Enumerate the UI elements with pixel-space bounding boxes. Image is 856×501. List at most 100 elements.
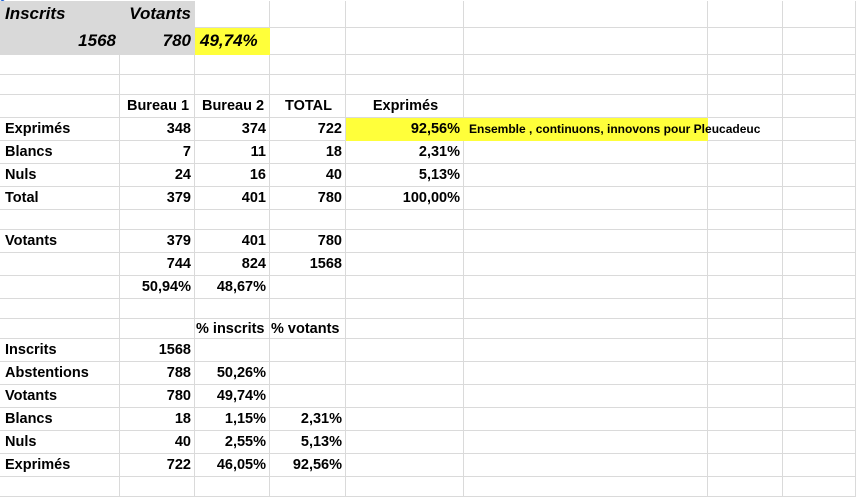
cell[interactable] xyxy=(195,339,270,362)
cell[interactable] xyxy=(708,454,783,477)
cell[interactable]: 92,56% xyxy=(346,118,464,141)
cell[interactable] xyxy=(783,55,856,75)
cell[interactable]: 401 xyxy=(195,187,270,210)
cell[interactable] xyxy=(346,210,464,230)
cell[interactable]: 1568 xyxy=(0,28,120,55)
cell[interactable] xyxy=(708,95,783,118)
cell[interactable] xyxy=(464,210,708,230)
cell[interactable] xyxy=(783,75,856,95)
cell[interactable] xyxy=(195,299,270,319)
cell[interactable] xyxy=(708,319,783,339)
cell[interactable] xyxy=(783,118,856,141)
cell[interactable]: Exprimés xyxy=(0,118,120,141)
cell[interactable] xyxy=(464,319,708,339)
cell[interactable] xyxy=(783,339,856,362)
cell[interactable]: Ensemble , continuons, innovons pour Ple… xyxy=(464,118,760,141)
cell[interactable] xyxy=(0,299,120,319)
cell[interactable] xyxy=(783,454,856,477)
cell[interactable]: % inscrits xyxy=(195,319,270,339)
cell[interactable]: 18 xyxy=(120,408,195,431)
cell[interactable]: 780 xyxy=(120,28,195,55)
cell[interactable] xyxy=(120,55,195,75)
cell[interactable] xyxy=(270,339,346,362)
cell[interactable] xyxy=(120,75,195,95)
cell[interactable] xyxy=(708,253,783,276)
cell[interactable] xyxy=(346,253,464,276)
cell[interactable]: Bureau 2 xyxy=(195,95,270,118)
cell[interactable] xyxy=(783,408,856,431)
cell[interactable] xyxy=(783,385,856,408)
cell[interactable] xyxy=(708,55,783,75)
cell[interactable]: 788 xyxy=(120,362,195,385)
cell[interactable] xyxy=(270,210,346,230)
cell[interactable]: Nuls xyxy=(0,431,120,454)
cell[interactable]: 722 xyxy=(270,118,346,141)
cell[interactable] xyxy=(783,187,856,210)
cell[interactable] xyxy=(783,253,856,276)
cell[interactable] xyxy=(464,339,708,362)
cell[interactable] xyxy=(464,385,708,408)
cell[interactable] xyxy=(708,339,783,362)
cell[interactable] xyxy=(708,408,783,431)
cell[interactable] xyxy=(708,118,783,141)
cell[interactable]: 18 xyxy=(270,141,346,164)
cell[interactable] xyxy=(346,385,464,408)
cell[interactable] xyxy=(708,362,783,385)
cell[interactable]: 5,13% xyxy=(346,164,464,187)
cell[interactable] xyxy=(783,230,856,253)
cell[interactable] xyxy=(346,477,464,497)
cell[interactable] xyxy=(120,210,195,230)
cell[interactable]: Exprimés xyxy=(0,454,120,477)
cell[interactable] xyxy=(195,1,270,28)
cell[interactable]: Votants xyxy=(120,1,195,28)
cell[interactable] xyxy=(195,55,270,75)
cell[interactable] xyxy=(708,230,783,253)
cell[interactable] xyxy=(346,299,464,319)
cell[interactable]: 46,05% xyxy=(195,454,270,477)
cell[interactable] xyxy=(464,230,708,253)
cell[interactable]: 744 xyxy=(120,253,195,276)
cell[interactable] xyxy=(346,276,464,299)
cell[interactable]: 11 xyxy=(195,141,270,164)
cell[interactable] xyxy=(708,477,783,497)
cell[interactable] xyxy=(270,362,346,385)
cell[interactable]: 5,13% xyxy=(270,431,346,454)
cell[interactable] xyxy=(464,431,708,454)
cell[interactable] xyxy=(783,362,856,385)
cell[interactable] xyxy=(346,1,464,28)
cell[interactable] xyxy=(783,28,856,55)
cell[interactable]: 49,74% xyxy=(195,385,270,408)
cell[interactable]: 24 xyxy=(120,164,195,187)
cell[interactable] xyxy=(0,95,120,118)
cell[interactable] xyxy=(464,477,708,497)
cell[interactable]: 50,26% xyxy=(195,362,270,385)
cell[interactable] xyxy=(464,1,708,28)
cell[interactable] xyxy=(708,210,783,230)
cell[interactable] xyxy=(270,299,346,319)
cell[interactable] xyxy=(346,408,464,431)
cell[interactable]: 16 xyxy=(195,164,270,187)
cell[interactable]: 7 xyxy=(120,141,195,164)
cell[interactable] xyxy=(0,276,120,299)
cell[interactable] xyxy=(195,75,270,95)
cell[interactable] xyxy=(270,477,346,497)
cell[interactable] xyxy=(346,28,464,55)
cell[interactable] xyxy=(0,253,120,276)
cell[interactable] xyxy=(464,253,708,276)
cell[interactable]: Abstentions xyxy=(0,362,120,385)
cell[interactable]: 92,56% xyxy=(270,454,346,477)
cell[interactable]: 50,94% xyxy=(120,276,195,299)
cell[interactable] xyxy=(0,319,120,339)
cell[interactable] xyxy=(464,299,708,319)
cell[interactable] xyxy=(464,95,708,118)
cell[interactable]: 780 xyxy=(120,385,195,408)
cell[interactable] xyxy=(708,164,783,187)
cell[interactable] xyxy=(783,431,856,454)
cell[interactable] xyxy=(783,95,856,118)
cell[interactable]: 780 xyxy=(270,187,346,210)
cell[interactable] xyxy=(708,75,783,95)
cell[interactable] xyxy=(346,431,464,454)
cell[interactable] xyxy=(346,454,464,477)
cell[interactable] xyxy=(708,299,783,319)
cell[interactable]: Total xyxy=(0,187,120,210)
